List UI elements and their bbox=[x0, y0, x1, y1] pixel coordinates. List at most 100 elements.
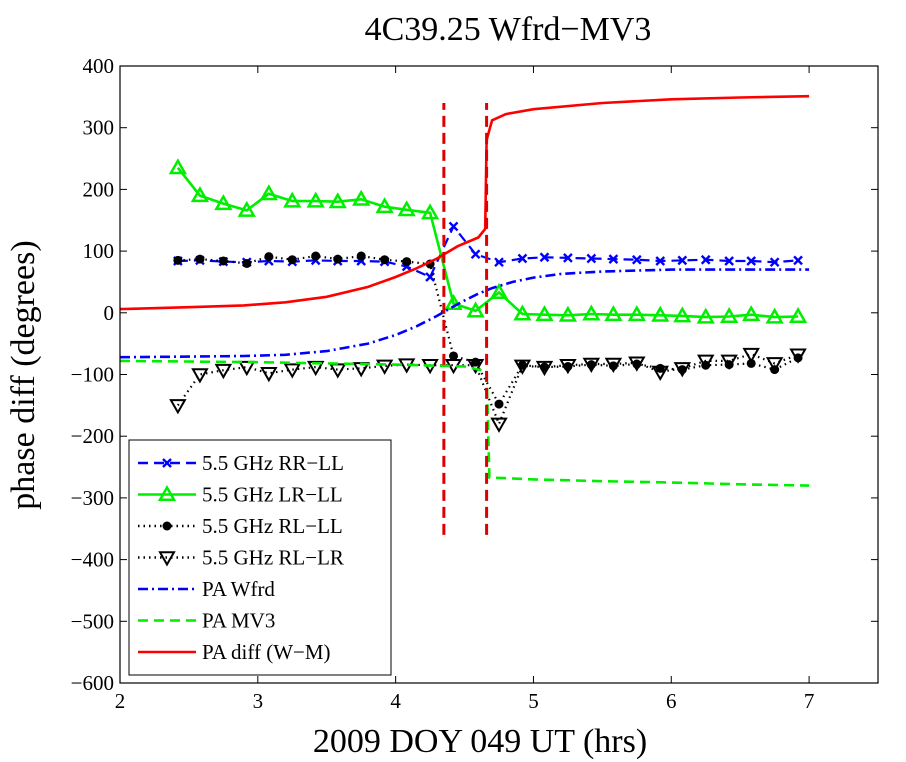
data-point-5-5-ghz-rr-ll bbox=[563, 253, 573, 263]
data-point-5-5-ghz-lr-ll bbox=[352, 189, 371, 206]
data-point-5-5-ghz-rl-ll bbox=[380, 255, 390, 265]
legend-label-pa-wfrd: PA Wfrd bbox=[202, 577, 275, 601]
x-tick-label: 5 bbox=[528, 689, 539, 713]
series-pa-diff-w-m bbox=[119, 94, 810, 311]
data-point-5-5-ghz-lr-ll bbox=[489, 282, 509, 299]
legend-label-5-5-ghz-lr-ll: 5.5 GHz LR−LL bbox=[202, 483, 343, 507]
legend-label-5-5-ghz-rl-lr: 5.5 GHz RL−LR bbox=[202, 546, 344, 570]
data-point-5-5-ghz-lr-ll bbox=[283, 191, 302, 208]
data-point-5-5-ghz-rr-ll bbox=[586, 253, 597, 264]
data-point-5-5-ghz-rl-lr bbox=[329, 363, 347, 379]
data-point-5-5-ghz-lr-ll bbox=[742, 305, 761, 322]
data-point-5-5-ghz-lr-ll bbox=[765, 307, 784, 324]
data-point-5-5-ghz-rl-lr bbox=[238, 360, 256, 377]
y-tick-label: −500 bbox=[71, 609, 114, 633]
y-tick-label: 0 bbox=[104, 301, 115, 325]
data-point-5-5-ghz-rr-ll bbox=[608, 254, 619, 264]
data-point-5-5-ghz-rl-lr bbox=[651, 365, 669, 382]
data-point-5-5-ghz-lr-ll bbox=[420, 203, 440, 220]
data-point-5-5-ghz-lr-ll bbox=[651, 305, 670, 322]
data-point-5-5-ghz-rl-ll bbox=[173, 255, 183, 265]
data-point-5-5-ghz-rl-ll bbox=[311, 251, 321, 261]
data-point-5-5-ghz-lr-ll bbox=[444, 294, 463, 311]
series-line-pa-mv3 bbox=[119, 359, 810, 487]
data-point-5-5-ghz-rl-lr bbox=[535, 360, 554, 377]
data-point-5-5-ghz-rl-lr bbox=[742, 347, 760, 364]
data-point-5-5-ghz-rl-ll bbox=[264, 252, 274, 262]
data-point-5-5-ghz-lr-ll bbox=[375, 197, 394, 214]
data-point-5-5-ghz-rr-ll bbox=[769, 257, 780, 268]
legend-label-pa-mv3: PA MV3 bbox=[202, 609, 275, 633]
data-point-5-5-ghz-rr-ll bbox=[793, 255, 803, 266]
data-point-5-5-ghz-rl-lr bbox=[720, 354, 738, 370]
y-tick-label: −600 bbox=[71, 671, 114, 695]
series-pa-mv3 bbox=[119, 359, 810, 487]
data-point-5-5-ghz-lr-ll bbox=[788, 306, 808, 324]
series-line-5-5-ghz-lr-ll bbox=[176, 166, 799, 319]
data-point-5-5-ghz-rl-ll bbox=[218, 256, 228, 266]
y-tick-label: −200 bbox=[71, 424, 114, 448]
data-point-5-5-ghz-rr-ll bbox=[517, 253, 528, 264]
series-line-5-5-ghz-rl-ll bbox=[177, 254, 799, 407]
legend-marker-5-5-ghz-lr-ll bbox=[157, 484, 177, 501]
data-point-5-5-ghz-lr-ll bbox=[397, 200, 416, 217]
data-point-5-5-ghz-lr-ll bbox=[535, 305, 554, 322]
data-point-5-5-ghz-rl-lr bbox=[582, 357, 601, 374]
y-tick-label: 300 bbox=[83, 116, 115, 140]
axis-ticks: 2 3 4 5 6 7 −600 −500 −400 −300 −200 −100 0 100 200 300… bbox=[71, 54, 878, 713]
legend-label-5-5-ghz-rr-ll: 5.5 GHz RR−LL bbox=[202, 451, 344, 475]
x-tick-label: 3 bbox=[253, 689, 264, 713]
data-point-5-5-ghz-rl-lr bbox=[765, 357, 784, 373]
data-point-5-5-ghz-lr-ll bbox=[720, 306, 739, 324]
data-point-5-5-ghz-lr-ll bbox=[582, 304, 601, 321]
x-tick-label: 4 bbox=[390, 689, 401, 713]
y-tick-label: −100 bbox=[71, 363, 114, 387]
data-point-5-5-ghz-rl-lr bbox=[673, 362, 692, 378]
data-point-5-5-ghz-rr-ll bbox=[494, 257, 504, 268]
reference-lines bbox=[442, 103, 489, 535]
series-pa-wfrd bbox=[119, 268, 810, 359]
legend: 5.5 GHz RR−LL 5.5 GHz LR−LL 5.5 GHz RL−LL 5… bbox=[128, 439, 392, 676]
series-5-5-ghz-lr-ll bbox=[168, 158, 808, 324]
data-point-5-5-ghz-rl-lr bbox=[169, 399, 187, 415]
data-point-5-5-ghz-rl-lr bbox=[466, 358, 485, 375]
data-point-5-5-ghz-lr-ll bbox=[190, 186, 210, 203]
data-point-5-5-ghz-rl-lr bbox=[559, 358, 577, 375]
data-point-5-5-ghz-rl-ll bbox=[333, 254, 343, 264]
legend-label-pa-diff-w-m: PA diff (W−M) bbox=[202, 640, 331, 664]
chart-title: 4C39.25 Wfrd−MV3 bbox=[365, 11, 652, 48]
data-point-5-5-ghz-lr-ll bbox=[237, 200, 256, 217]
data-point-5-5-ghz-lr-ll bbox=[466, 301, 485, 318]
data-point-5-5-ghz-rl-ll bbox=[494, 399, 504, 409]
data-point-5-5-ghz-lr-ll bbox=[513, 304, 532, 321]
data-point-5-5-ghz-rl-lr bbox=[789, 348, 807, 364]
data-point-5-5-ghz-rr-ll bbox=[470, 249, 481, 260]
series-line-pa-diff-w-m bbox=[119, 94, 810, 311]
data-point-5-5-ghz-rl-lr bbox=[375, 359, 394, 375]
data-point-5-5-ghz-lr-ll bbox=[627, 305, 646, 322]
data-point-5-5-ghz-rl-ll bbox=[242, 258, 252, 268]
data-point-5-5-ghz-rr-ll bbox=[631, 254, 642, 265]
data-point-5-5-ghz-rl-ll bbox=[287, 255, 297, 265]
data-point-5-5-ghz-rl-ll bbox=[356, 251, 366, 261]
data-point-5-5-ghz-rr-ll bbox=[746, 256, 757, 266]
data-point-5-5-ghz-rl-lr bbox=[191, 368, 209, 384]
legend-marker-5-5-ghz-rl-lr bbox=[158, 551, 176, 567]
data-point-5-5-ghz-rl-lr bbox=[697, 354, 715, 370]
data-point-5-5-ghz-lr-ll bbox=[696, 307, 715, 324]
y-tick-label: 100 bbox=[83, 239, 115, 263]
x-tick-label: 6 bbox=[666, 689, 677, 713]
data-point-5-5-ghz-lr-ll bbox=[673, 306, 692, 323]
data-point-5-5-ghz-lr-ll bbox=[306, 191, 325, 208]
data-point-5-5-ghz-rr-ll bbox=[724, 256, 735, 266]
legend-marker-5-5-ghz-rr-ll bbox=[162, 458, 172, 468]
y-axis-label: phase diff (degrees) bbox=[5, 240, 42, 509]
y-tick-label: 400 bbox=[83, 54, 115, 78]
data-point-5-5-ghz-rl-ll bbox=[793, 353, 803, 363]
data-point-5-5-ghz-lr-ll bbox=[259, 184, 278, 201]
legend-box bbox=[128, 439, 392, 676]
data-point-5-5-ghz-rl-ll bbox=[746, 358, 756, 368]
data-point-5-5-ghz-rr-ll bbox=[700, 254, 711, 265]
y-tick-label: −300 bbox=[71, 486, 114, 510]
